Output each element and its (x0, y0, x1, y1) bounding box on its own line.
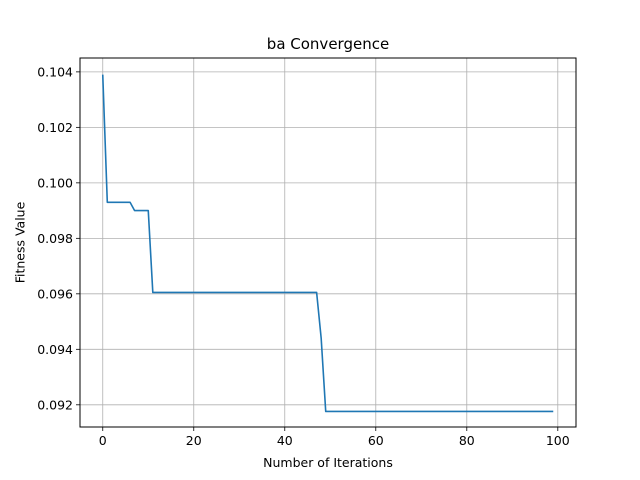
series-layer (101, 74, 554, 413)
y-tick-label: 0.096 (37, 286, 73, 301)
ticks: 0 20 40 60 80 100 0.092 0.094 0.096 0.098 0.100 0.1… (37, 64, 570, 448)
y-tick-label: 0.100 (37, 175, 73, 190)
x-tick-label: 0 (99, 433, 107, 448)
y-tick-label: 0.104 (37, 64, 73, 79)
y-tick-label: 0.098 (37, 231, 73, 246)
y-tick-label: 0.092 (37, 397, 73, 412)
series-line (101, 74, 554, 413)
x-axis-label: Number of Iterations (263, 455, 393, 470)
x-tick-label: 100 (546, 433, 570, 448)
chart-title: ba Convergence (267, 35, 389, 53)
y-tick-label: 0.102 (37, 120, 73, 135)
x-tick-label: 60 (368, 433, 384, 448)
plot-frame (79, 57, 577, 428)
grid (80, 58, 576, 427)
x-tick-label: 20 (186, 433, 202, 448)
y-axis-label: Fitness Value (13, 201, 28, 283)
x-tick-label: 80 (459, 433, 475, 448)
x-tick-label: 40 (277, 433, 293, 448)
y-tick-label: 0.094 (37, 342, 73, 357)
